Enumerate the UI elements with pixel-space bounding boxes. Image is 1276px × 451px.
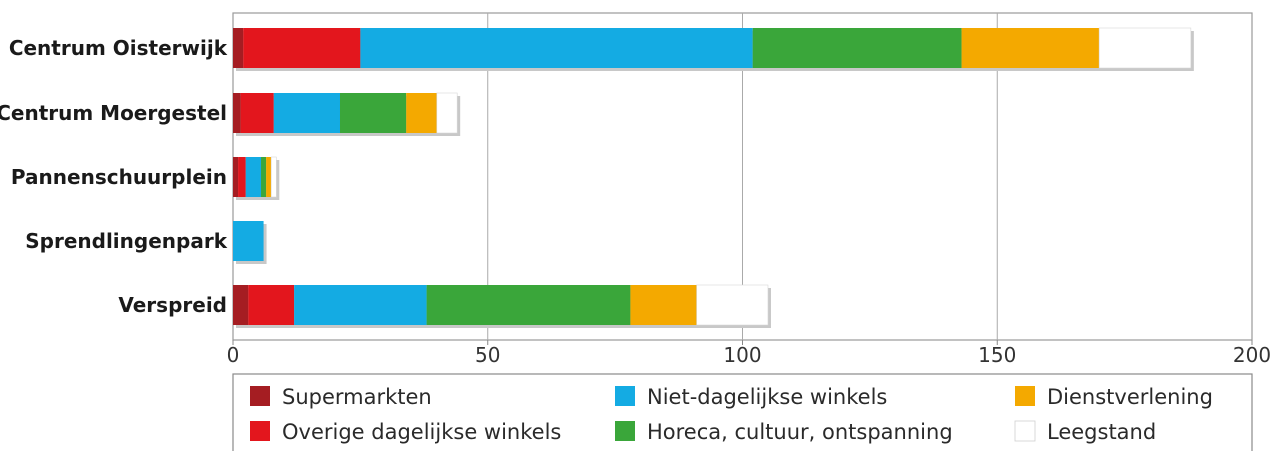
bar-segment [233, 221, 264, 261]
bar-segment [696, 284, 769, 326]
bar-segment [233, 28, 244, 68]
bar-segment [261, 157, 267, 197]
legend-label: Dienstverlening [1047, 385, 1213, 409]
bar-segment [273, 93, 340, 133]
bar-segment [243, 28, 361, 68]
bar-segment [245, 157, 262, 197]
legend-swatch [250, 386, 270, 406]
bar-segment [406, 93, 437, 133]
bar-segment [630, 285, 697, 325]
bar-segment [294, 285, 427, 325]
legend-label: Niet-dagelijkse winkels [647, 385, 887, 409]
legend-label: Overige dagelijkse winkels [282, 420, 561, 444]
legend-label: Horeca, cultuur, ontspanning [647, 420, 953, 444]
legend: Supermarkten Overige dagelijkse winkels Ni… [232, 373, 1253, 451]
legend-swatch [1014, 420, 1036, 442]
bar-segment [248, 285, 295, 325]
bar-segment [233, 285, 249, 325]
category-label: Pannenschuurplein [11, 165, 227, 189]
category-labels: Centrum Oisterwijk Centrum Moergestel Pann… [0, 36, 228, 317]
bar-segment [233, 93, 241, 133]
bar-segment [1098, 27, 1192, 69]
legend-label: Supermarkten [282, 385, 432, 409]
bar-segment [360, 28, 753, 68]
tick-label: 150 [978, 343, 1016, 367]
tick-label: 50 [475, 343, 500, 367]
bar-segment [270, 156, 277, 198]
bar-segment [233, 157, 239, 197]
tick-label: 200 [1233, 343, 1271, 367]
bar-segment [238, 157, 246, 197]
bar-segment [240, 93, 274, 133]
category-label: Centrum Moergestel [0, 101, 227, 125]
legend-swatch [615, 421, 635, 441]
category-label: Verspreid [118, 293, 227, 317]
legend-swatch [615, 386, 635, 406]
legend-swatch [250, 421, 270, 441]
category-label: Sprendlingenpark [25, 229, 227, 253]
bars [233, 27, 1194, 328]
bar-segment [266, 157, 272, 197]
legend-label: Leegstand [1047, 420, 1156, 444]
tick-label: 0 [227, 343, 240, 367]
legend-swatch [1015, 386, 1035, 406]
tick-label: 100 [723, 343, 761, 367]
bar-segment [436, 92, 458, 134]
legend-box [232, 373, 1253, 451]
category-label: Centrum Oisterwijk [9, 36, 228, 60]
bar-segment [961, 28, 1100, 68]
bar-segment [752, 28, 962, 68]
bar-segment [339, 93, 407, 133]
bar-segment [426, 285, 631, 325]
x-axis-ticks: 0 50 100 150 200 [227, 340, 1271, 367]
